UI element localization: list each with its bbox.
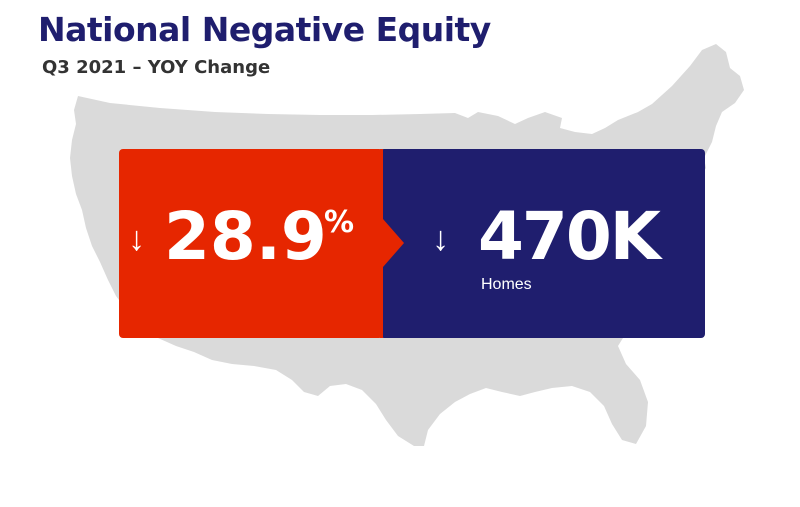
page-subtitle: Q3 2021 – YOY Change <box>42 57 271 78</box>
homes-down-arrow-icon: ↓ <box>432 220 449 258</box>
percent-change-card <box>119 149 383 338</box>
percent-change-value: 28.9 <box>164 198 327 275</box>
percent-down-arrow-icon: ↓ <box>128 220 145 258</box>
homes-change-value: 470K <box>478 198 661 275</box>
homes-change-card <box>380 149 705 338</box>
card-divider-notch <box>380 149 404 338</box>
percent-unit: % <box>324 205 355 240</box>
page-title: National Negative Equity <box>38 10 491 49</box>
homes-caption: Homes <box>481 276 532 293</box>
